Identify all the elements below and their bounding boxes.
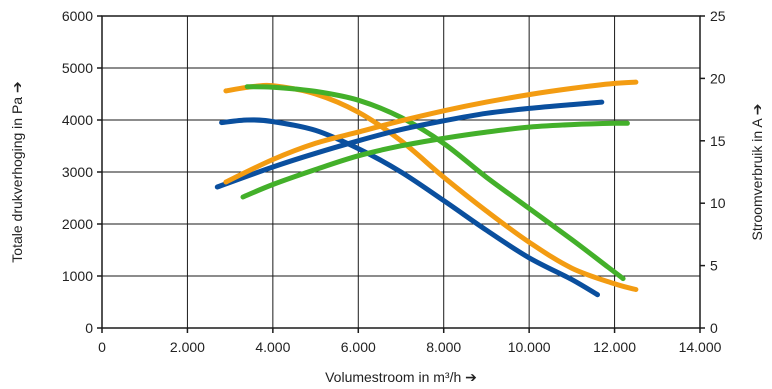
y-left-tick-label-6: 6000	[62, 8, 93, 24]
x-tick-label-4: 8.000	[426, 339, 461, 355]
current-curve-4	[223, 79, 639, 185]
x-tick-label-2: 4.000	[255, 339, 290, 355]
y-right-tick-label-3: 15	[710, 133, 726, 149]
y-left-tick-label-1: 1000	[62, 268, 93, 284]
curves	[214, 79, 639, 298]
y-right-tick-label-1: 5	[710, 258, 718, 274]
y-right-tick-label-0: 0	[710, 320, 718, 336]
x-tick-label-5: 10.000	[508, 339, 551, 355]
y-right-tick-label-5: 25	[710, 8, 726, 24]
y-left-tick-label-4: 4000	[62, 112, 93, 128]
y-left-tick-label-5: 5000	[62, 60, 93, 76]
current-curve-3	[214, 99, 605, 190]
y-right-tick-label-4: 20	[710, 70, 726, 86]
x-tick-label-3: 6.000	[341, 339, 376, 355]
x-tick-label-7: 14.000	[679, 339, 722, 355]
tick-labels: 0 2.000 4.000 6.000 8.000 10.000 12.000 14.000 0…	[62, 8, 726, 355]
y-left-tick-label-2: 2000	[62, 216, 93, 232]
y-left-tick-label-0: 0	[85, 320, 93, 336]
y-left-tick-label-3: 3000	[62, 164, 93, 180]
pressure-curve-2	[244, 84, 626, 282]
x-tick-label-6: 12.000	[593, 339, 636, 355]
pressure-curve-0	[219, 117, 600, 298]
x-tick-label-1: 2.000	[170, 339, 205, 355]
y-right-tick-label-2: 10	[710, 195, 726, 211]
y-left-axis-title: Totale drukverhoging in Pa ➔	[9, 81, 25, 263]
x-tick-label-0: 0	[98, 339, 106, 355]
current-curve-5	[240, 120, 630, 200]
y-right-axis-title: Stroomverbruik in A ➔	[749, 103, 765, 240]
x-axis-title: Volumestroom in m³/h ➔	[325, 369, 477, 385]
